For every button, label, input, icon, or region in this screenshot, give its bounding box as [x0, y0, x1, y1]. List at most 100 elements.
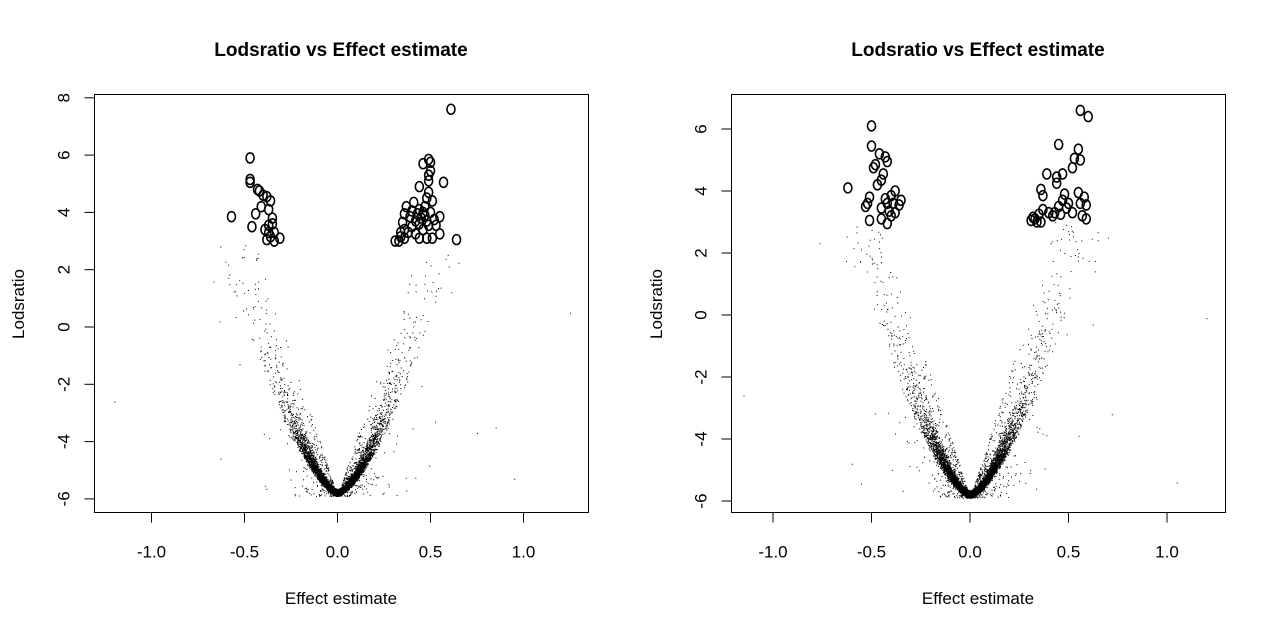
y-tick-label: -2 — [692, 369, 711, 384]
highlighted-point — [1083, 110, 1093, 123]
highlighted-point — [418, 157, 428, 170]
highlighted-point — [882, 217, 893, 230]
x-tick-label: -0.5 — [857, 543, 886, 562]
highlighted-point — [1044, 206, 1054, 219]
highlighted-point — [1026, 214, 1036, 227]
y-tick-label: -4 — [55, 434, 74, 449]
x-tick-label: 0.0 — [958, 543, 982, 562]
y-tick-label: -4 — [692, 431, 711, 446]
highlighted-point — [1059, 188, 1070, 200]
highlighted-point — [1053, 138, 1064, 151]
highlighted-point — [245, 176, 255, 189]
right-x-axis-label: Effect estimate — [922, 589, 1034, 608]
highlighted-point — [843, 182, 853, 194]
y-tick-label: 0 — [692, 310, 711, 319]
highlighted-point — [394, 235, 404, 247]
y-tick-label: 2 — [692, 248, 711, 257]
highlighted-point — [1073, 143, 1084, 155]
y-tick-label: -6 — [55, 491, 74, 506]
left-y-axis-label: Lodsratio — [9, 269, 28, 339]
y-tick-label: 8 — [55, 93, 74, 102]
x-tick-label: -1.0 — [137, 543, 166, 562]
highlighted-point — [1075, 104, 1086, 117]
background-point-cloud — [743, 222, 1208, 499]
highlighted-point — [421, 192, 432, 204]
highlighted-point — [420, 200, 430, 213]
highlighted-point — [864, 191, 875, 203]
highlighted-point — [1081, 199, 1092, 211]
x-tick-label: -1.0 — [758, 543, 787, 562]
highlighted-point — [862, 197, 873, 210]
y-tick-label: -2 — [55, 377, 74, 392]
x-tick-label: -0.5 — [230, 543, 259, 562]
highlighted-point — [265, 195, 276, 207]
y-tick-label: -6 — [692, 493, 711, 508]
y-tick-label: 0 — [55, 322, 74, 331]
highlighted-point — [1057, 168, 1068, 180]
highlighted-point — [250, 208, 261, 220]
highlighted-point — [1028, 211, 1038, 224]
y-tick-label: 4 — [692, 186, 711, 195]
left-plot-frame — [94, 94, 589, 513]
y-tick-label: 4 — [55, 208, 74, 217]
highlighted-point — [423, 175, 434, 187]
highlighted-point — [427, 232, 438, 244]
highlighted-point — [438, 176, 449, 189]
x-tick-label: 0.5 — [1057, 543, 1081, 562]
highlighted-point — [876, 213, 887, 225]
left-background-points — [114, 242, 572, 497]
left-x-axis-label: Effect estimate — [285, 589, 397, 608]
highlighted-point — [275, 232, 285, 244]
highlighted-point — [421, 232, 432, 244]
highlighted-point — [399, 208, 410, 220]
left-highlighted-points — [226, 103, 462, 247]
highlighted-point — [446, 103, 456, 116]
highlighted-point — [226, 210, 237, 223]
highlighted-point — [434, 228, 445, 240]
highlighted-point — [1051, 177, 1062, 190]
highlighted-point — [1067, 206, 1078, 219]
right-x-axis: -1.0 -0.5 0.0 0.5 1.0 — [758, 512, 1179, 562]
highlighted-point — [1073, 186, 1084, 199]
highlighted-point — [269, 235, 280, 247]
left-chart-title: Lodsratio vs Effect estimate — [214, 40, 467, 61]
highlighted-point — [1036, 183, 1046, 196]
highlighted-point — [252, 183, 263, 196]
highlighted-point — [1036, 216, 1046, 228]
right-y-axis: -6 -4 -2 0 2 4 6 — [692, 124, 732, 509]
highlighted-point — [860, 200, 871, 213]
highlighted-point — [1075, 154, 1086, 166]
highlighted-point — [872, 179, 883, 191]
left-x-axis: -1.0 -0.5 0.0 0.5 1.0 — [137, 512, 535, 562]
highlighted-point — [1075, 197, 1086, 210]
highlighted-point — [882, 155, 893, 168]
right-plot-frame — [731, 94, 1226, 513]
highlighted-point — [414, 180, 425, 193]
highlighted-point — [1038, 189, 1048, 202]
highlighted-point — [245, 152, 255, 164]
left-panel: Lodsratio vs Effect estimate Effect esti… — [9, 40, 589, 608]
y-tick-label: 6 — [692, 124, 711, 133]
highlighted-point — [247, 220, 257, 233]
right-chart-title: Lodsratio vs Effect estimate — [851, 40, 1104, 61]
highlighted-point — [864, 214, 875, 227]
highlighted-point — [1051, 171, 1062, 183]
background-point-cloud — [114, 242, 572, 497]
highlighted-point — [878, 168, 889, 180]
highlighted-point — [1061, 202, 1072, 214]
highlighted-point — [1081, 213, 1092, 225]
highlighted-point — [870, 158, 881, 171]
right-panel: Lodsratio vs Effect estimate Effect esti… — [647, 40, 1226, 608]
highlighted-point — [876, 202, 887, 214]
y-tick-label: 2 — [55, 265, 74, 274]
highlighted-point — [399, 232, 410, 244]
right-y-axis-label: Lodsratio — [647, 269, 666, 339]
highlighted-point — [868, 161, 879, 174]
highlighted-point — [874, 148, 885, 160]
highlighted-point — [451, 233, 462, 246]
highlighted-point — [866, 120, 877, 132]
right-highlighted-points — [843, 104, 1093, 230]
x-tick-label: 1.0 — [1155, 543, 1179, 562]
highlighted-point — [416, 212, 427, 224]
